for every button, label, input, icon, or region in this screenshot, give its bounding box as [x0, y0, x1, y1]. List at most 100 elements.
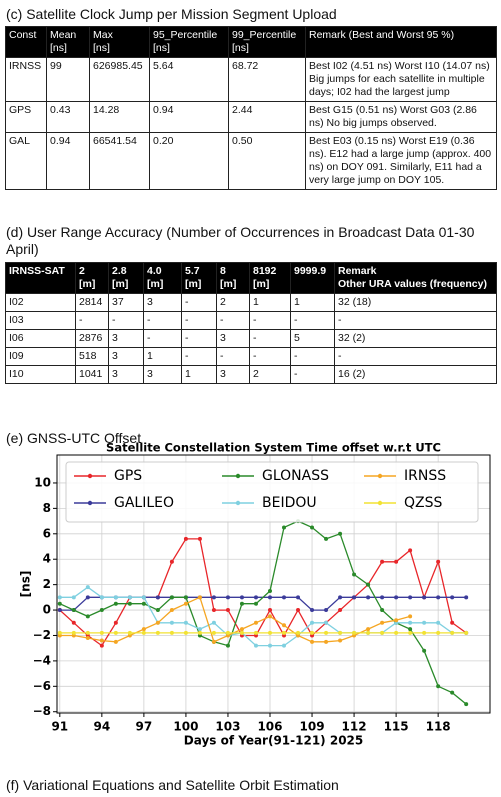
cell: I10: [5, 365, 76, 384]
data-point: [155, 620, 160, 625]
cell: 99: [46, 57, 90, 102]
data-point: [113, 595, 118, 600]
cell: -: [334, 347, 497, 366]
data-point: [169, 559, 174, 564]
row: I09 518 3 1- - - - -: [5, 347, 497, 366]
cell: -: [181, 347, 217, 366]
header-text: [m]: [112, 278, 129, 290]
chart-title: Satellite Constellation System Time offs…: [106, 441, 441, 455]
data-point: [57, 601, 62, 606]
cell: 66541.54: [89, 132, 150, 190]
x-tick-label: 97: [136, 720, 153, 734]
x-tick-label: 115: [384, 720, 409, 734]
legend-marker: [87, 500, 93, 506]
header-cell: 95_Percentile [ns]: [149, 26, 229, 58]
data-point: [296, 608, 301, 613]
cell: -: [290, 311, 335, 330]
data-point: [282, 643, 287, 648]
data-point: [155, 608, 160, 613]
legend-marker: [87, 473, 93, 479]
header-text: Mean: [50, 29, 77, 41]
cell: 3: [216, 365, 250, 384]
header-text: 8192: [253, 265, 277, 277]
data-point: [197, 536, 202, 541]
data-point: [267, 643, 272, 648]
cell: GPS: [5, 101, 47, 133]
data-point: [183, 620, 188, 625]
data-point: [324, 639, 329, 644]
data-point: [310, 630, 315, 635]
cell: -: [181, 329, 217, 348]
x-tick-label: 91: [51, 720, 68, 734]
data-point: [436, 559, 441, 564]
cell: -: [216, 347, 250, 366]
data-point: [239, 601, 244, 606]
cell: -: [249, 311, 291, 330]
cell: 626985.45: [89, 57, 150, 102]
cell: 32 (18): [334, 293, 497, 312]
data-point: [310, 525, 315, 530]
data-point: [282, 623, 287, 628]
data-point: [450, 620, 455, 625]
data-point: [267, 588, 272, 593]
series-line: [59, 586, 467, 647]
cell: 1: [290, 293, 335, 312]
data-point: [422, 630, 427, 635]
data-point: [71, 620, 76, 625]
data-point: [338, 638, 343, 643]
y-tick-label: −4: [33, 653, 51, 667]
data-point: [366, 627, 371, 632]
data-point: [324, 608, 329, 613]
data-point: [71, 608, 76, 613]
data-point: [352, 572, 357, 577]
data-point: [324, 630, 329, 635]
cell: IRNSS: [5, 57, 47, 102]
header-cell: IRNSS-SAT: [5, 262, 76, 294]
data-point: [211, 639, 216, 644]
header-text: Remark (Best and Worst 95 %): [309, 29, 455, 41]
y-tick-label: 10: [34, 475, 51, 489]
data-point: [408, 627, 413, 632]
header-text: [ns]: [232, 42, 249, 54]
cell: 14.28: [89, 101, 150, 133]
data-point: [141, 630, 146, 635]
plot-frame: [56, 454, 491, 714]
y-tick-label: 0: [43, 603, 51, 617]
header-cell: 99_Percentile [ns]: [228, 26, 306, 58]
data-point: [394, 595, 399, 600]
data-point: [436, 620, 441, 625]
header-text: 5.7: [185, 265, 200, 277]
data-point: [225, 595, 230, 600]
cell: 1: [181, 365, 217, 384]
cell: 2814: [75, 293, 109, 312]
header-cell: Mean [ns]: [46, 26, 90, 58]
header-cell: 2.8 [m]: [108, 262, 144, 294]
header-cell: Remark (Best and Worst 95 %): [305, 26, 497, 58]
data-point: [211, 620, 216, 625]
y-tick-label: 2: [43, 577, 51, 591]
data-point: [225, 630, 230, 635]
header-text: 2: [79, 265, 85, 277]
data-point: [155, 630, 160, 635]
data-point: [394, 559, 399, 564]
y-tick-label: 8: [43, 501, 51, 515]
row: I06 2876 3- -3-5 32 (2): [5, 329, 497, 348]
cell: 32 (2): [334, 329, 497, 348]
data-point: [253, 601, 258, 606]
data-point: [211, 608, 216, 613]
data-point: [408, 548, 413, 553]
x-tick-label: 112: [342, 720, 367, 734]
data-point: [85, 636, 90, 641]
header-text: 99_Percentile: [232, 29, 297, 41]
row: IRNSS 99 626985.45 5.64 68.72 Best I02 (4.51 …: [5, 57, 497, 102]
cell: 3: [143, 293, 182, 312]
data-point: [267, 630, 272, 635]
cell: Best E03 (0.15 ns) Worst E19 (0.36 ns). …: [305, 132, 497, 190]
data-point: [183, 536, 188, 541]
legend-box: [65, 461, 479, 523]
data-point: [267, 608, 272, 613]
series-line: [59, 538, 467, 647]
header-row: IRNSS-SAT 2 [m] 2.8 [m] 4.0 [m] 5.7 [m] 8 [m] 8192[…: [5, 262, 497, 294]
header-text: [m]: [185, 278, 202, 290]
